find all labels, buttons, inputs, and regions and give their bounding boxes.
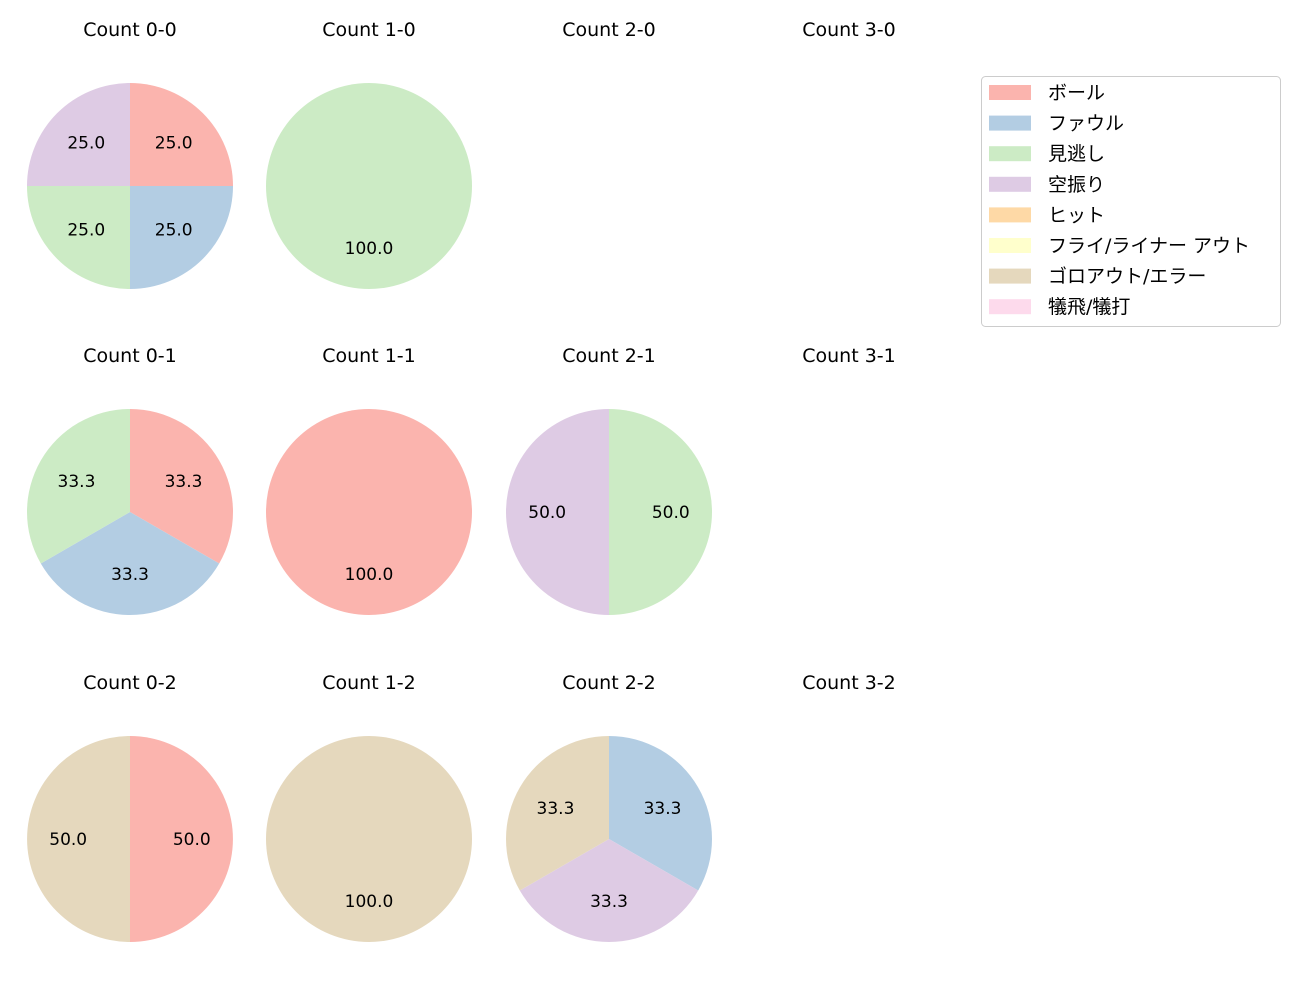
- slice-label: 25.0: [67, 221, 105, 241]
- pie-panel: Count 0-2 50.0 50.0: [27, 672, 233, 942]
- legend-swatch: [989, 299, 1031, 315]
- pie-slice: [506, 409, 609, 615]
- pie-panel: Count 2-2 33.3 33.3 33.3: [506, 672, 712, 942]
- pie-panel: Count 1-2 100.0: [266, 672, 472, 942]
- slice-label: 100.0: [345, 565, 394, 585]
- pie-slice: [130, 736, 233, 942]
- legend-label: ゴロアウト/エラー: [1048, 266, 1206, 288]
- legend-swatch: [989, 115, 1031, 131]
- legend-label: ボール: [1048, 82, 1105, 104]
- legend-swatch: [989, 176, 1031, 192]
- pie-panel: Count 3-1: [802, 345, 896, 367]
- slice-label: 50.0: [652, 503, 690, 523]
- legend-swatch: [989, 238, 1031, 253]
- legend-swatch: [989, 85, 1031, 100]
- pie-panel: Count 1-0 100.0: [266, 19, 472, 289]
- pie-panel: Count 2-1 50.0 50.0: [506, 345, 712, 615]
- pie-slice: [519, 839, 699, 942]
- legend-label: フライ/ライナー アウト: [1048, 235, 1250, 257]
- pie-slice: [27, 186, 130, 289]
- slice-label: 100.0: [345, 239, 394, 259]
- pie-panel: Count 1-1 100.0: [266, 345, 472, 615]
- slice-label: 25.0: [155, 133, 193, 153]
- panel-title: Count 3-2: [802, 672, 896, 694]
- pie-panel: Count 0-0 25.0 25.0 25.0 25.0: [27, 19, 233, 289]
- panel-title: Count 0-2: [83, 672, 177, 694]
- legend-item: 空振り: [989, 174, 1105, 196]
- pie-panel: Count 3-2: [802, 672, 896, 694]
- slice-label: 33.3: [590, 892, 628, 912]
- slice-label: 33.3: [111, 565, 149, 585]
- pie-slice: [609, 409, 712, 615]
- panel-title: Count 0-0: [83, 19, 177, 41]
- panel-title: Count 3-0: [802, 19, 896, 41]
- slice-label: 25.0: [155, 221, 193, 241]
- legend-swatch: [989, 146, 1031, 162]
- pie-panel: Count 0-1 33.3 33.3 33.3: [27, 345, 233, 615]
- panel-title: Count 2-0: [562, 19, 656, 41]
- slice-label: 50.0: [173, 830, 211, 850]
- pie-slice: [27, 736, 130, 942]
- panel-title: Count 1-0: [322, 19, 416, 41]
- pie-slice: [27, 409, 130, 564]
- legend-item: 犠飛/犠打: [989, 296, 1130, 318]
- slice-label: 33.3: [537, 799, 575, 819]
- legend-item: フライ/ライナー アウト: [989, 235, 1250, 257]
- panel-title: Count 1-2: [322, 672, 416, 694]
- pie-slice: [27, 83, 130, 186]
- panel-title: Count 0-1: [83, 345, 177, 367]
- slice-label: 50.0: [528, 503, 566, 523]
- panel-title: Count 3-1: [802, 345, 896, 367]
- legend-label: ファウル: [1048, 113, 1124, 135]
- legend-label: ヒット: [1048, 204, 1105, 226]
- legend-item: ボール: [989, 82, 1105, 104]
- legend-label: 犠飛/犠打: [1048, 296, 1130, 318]
- pie-slice: [130, 409, 233, 564]
- pie-slice: [266, 83, 472, 289]
- legend-label: 空振り: [1048, 174, 1105, 196]
- slice-label: 33.3: [165, 472, 203, 492]
- legend-label: 見逃し: [1048, 143, 1105, 165]
- slice-label: 33.3: [644, 799, 682, 819]
- panel-title: Count 2-2: [562, 672, 656, 694]
- slice-label: 50.0: [49, 830, 87, 850]
- pie-slice: [130, 186, 233, 289]
- legend-item: ファウル: [989, 113, 1124, 135]
- legend-swatch: [989, 268, 1031, 284]
- pie-slice: [40, 512, 220, 615]
- slice-label: 100.0: [345, 892, 394, 912]
- pie-panel: Count 3-0: [802, 19, 896, 41]
- slice-label: 25.0: [67, 133, 105, 153]
- panel-title: Count 1-1: [322, 345, 416, 367]
- panel-title: Count 2-1: [562, 345, 656, 367]
- legend-item: ヒット: [989, 204, 1105, 226]
- legend-frame: [981, 76, 1281, 327]
- pie-slice: [130, 83, 233, 186]
- pie-slice: [506, 736, 609, 891]
- pie-slice: [266, 736, 472, 942]
- slice-label: 33.3: [58, 472, 96, 492]
- pie-slice: [609, 736, 712, 891]
- legend-item: 見逃し: [989, 143, 1105, 165]
- pie-slice: [266, 409, 472, 615]
- legend-swatch: [989, 207, 1031, 223]
- pie-panel: Count 2-0: [562, 19, 656, 41]
- legend-item: ゴロアウト/エラー: [989, 266, 1206, 288]
